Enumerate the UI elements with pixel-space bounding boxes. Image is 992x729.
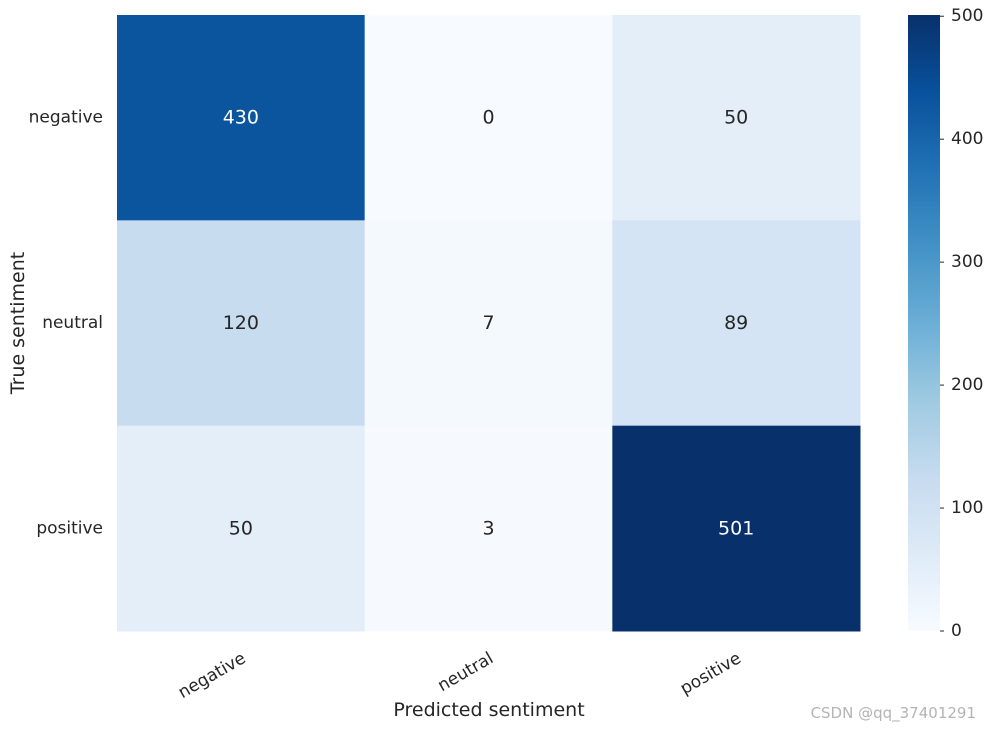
heatmap-cell-negative-negative xyxy=(117,15,366,221)
colorbar-tick-label: 400 xyxy=(951,129,983,149)
colorbar-tick-label: 500 xyxy=(951,6,983,26)
cell-value-label: 89 xyxy=(724,312,748,334)
cell-value-label: 120 xyxy=(223,312,259,334)
y-tick-label-negative: negative xyxy=(29,108,103,128)
y-axis-title: True sentiment xyxy=(7,252,29,395)
colorbar-tick-label: 300 xyxy=(951,252,983,272)
x-tick-label-negative: negative xyxy=(175,648,249,703)
cell-value-label: 50 xyxy=(229,517,253,539)
heatmap-cell-neutral-negative xyxy=(117,220,366,427)
heatmap-cell-positive-negative xyxy=(117,425,366,632)
colorbar-tick-label: 200 xyxy=(951,375,983,395)
heatmap-cells xyxy=(117,15,861,632)
heatmap-cell-positive-neutral xyxy=(364,425,613,632)
heatmap-cell-neutral-positive xyxy=(612,220,861,427)
heatmap-cell-neutral-neutral xyxy=(364,220,613,427)
colorbar-tick-label: 100 xyxy=(951,498,983,518)
colorbar xyxy=(908,15,940,631)
x-axis-title: Predicted sentiment xyxy=(393,699,584,721)
heatmap-cell-negative-positive xyxy=(612,15,861,221)
watermark-text: CSDN @qq_37401291 xyxy=(811,704,976,723)
y-tick-label-neutral: neutral xyxy=(42,313,103,333)
cell-value-label: 3 xyxy=(482,517,494,539)
cell-value-labels: 430 0 50 120 7 89 50 3 501 xyxy=(223,107,755,540)
cell-value-label: 7 xyxy=(482,312,494,334)
x-axis-tick-labels: negative neutral positive xyxy=(175,648,745,703)
x-tick-label-positive: positive xyxy=(677,648,745,699)
colorbar-ticks: 0 100 200 300 400 500 xyxy=(940,6,983,641)
y-axis-tick-labels: negative neutral positive xyxy=(29,108,103,539)
y-tick-label-positive: positive xyxy=(36,518,103,538)
cell-value-label: 0 xyxy=(482,107,494,129)
x-tick-label-neutral: neutral xyxy=(434,648,497,696)
colorbar-tick-label: 0 xyxy=(951,621,962,641)
cell-value-label: 430 xyxy=(223,107,259,129)
heatmap-cell-positive-positive xyxy=(612,425,861,632)
heatmap-cell-negative-neutral xyxy=(364,15,613,221)
cell-value-label: 501 xyxy=(718,517,754,539)
cell-value-label: 50 xyxy=(724,107,748,129)
